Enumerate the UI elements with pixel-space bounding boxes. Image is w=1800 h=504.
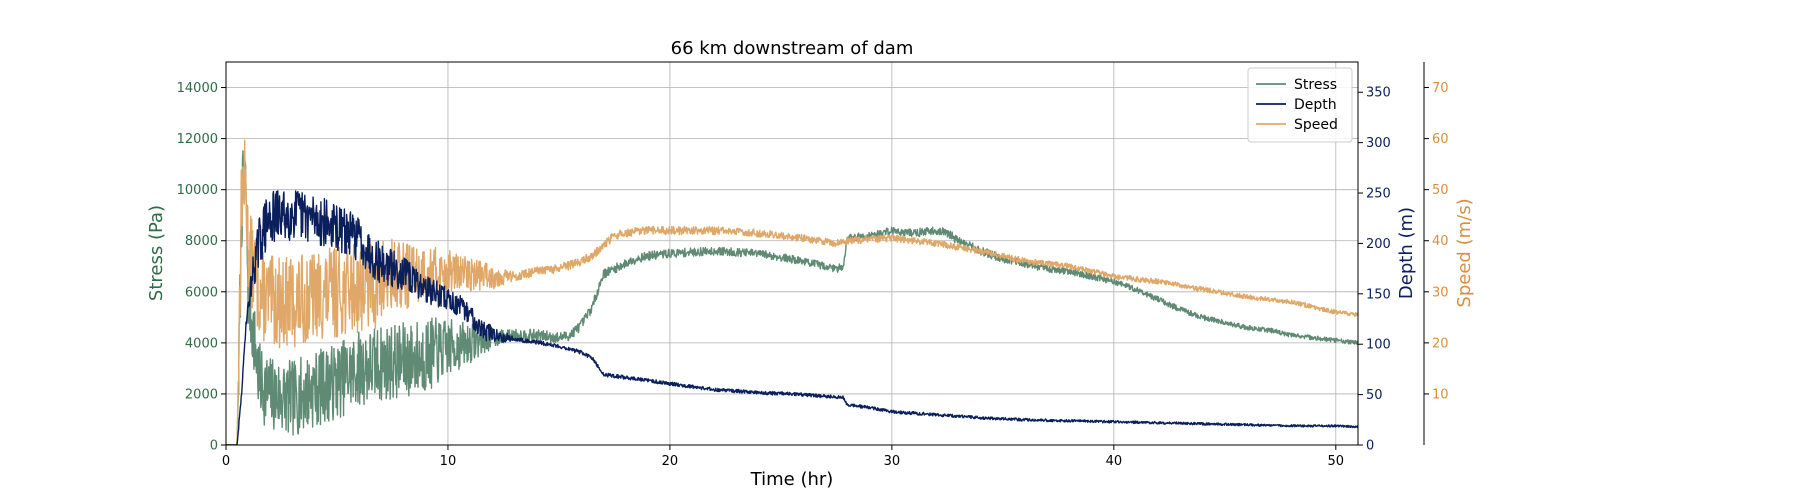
y-depth-tick-label: 200 — [1366, 237, 1391, 252]
y-stress-tick-label: 10000 — [177, 183, 218, 198]
x-tick-label: 30 — [884, 454, 901, 469]
x-tick-label: 0 — [222, 454, 230, 469]
y-speed-tick-label: 70 — [1432, 81, 1449, 96]
x-tick-label: 20 — [662, 454, 679, 469]
series-line-speed — [226, 139, 1358, 445]
y-stress-tick-label: 8000 — [185, 234, 218, 249]
y-speed-tick-label: 50 — [1432, 183, 1449, 198]
y-depth-tick-label: 0 — [1366, 439, 1374, 454]
legend: Stress Depth Speed — [1247, 67, 1353, 143]
chart-title: 66 km downstream of dam — [671, 38, 914, 59]
legend-label-speed: Speed — [1294, 117, 1338, 133]
y-speed-tick-label: 60 — [1432, 132, 1449, 147]
x-axis: 0 10 20 30 40 50 — [222, 445, 1344, 469]
y-axis-depth: 0 50 100 150 200 250 300 350 — [1358, 86, 1391, 454]
y-depth-tick-label: 250 — [1366, 187, 1391, 202]
y-stress-tick-label: 0 — [210, 439, 218, 454]
y-axis-depth-title: Depth (m) — [1396, 207, 1417, 299]
y-depth-tick-label: 350 — [1366, 86, 1391, 101]
y-speed-tick-label: 10 — [1432, 387, 1449, 402]
y-speed-tick-label: 20 — [1432, 336, 1449, 351]
x-axis-title: Time (hr) — [750, 469, 834, 490]
y-depth-tick-label: 100 — [1366, 338, 1391, 353]
series-layer — [226, 139, 1358, 445]
legend-label-stress: Stress — [1294, 77, 1337, 93]
y-depth-tick-label: 50 — [1366, 388, 1383, 403]
y-depth-tick-label: 150 — [1366, 287, 1391, 302]
plot-frame — [225, 61, 1359, 446]
y-stress-tick-label: 2000 — [185, 387, 218, 402]
y-stress-tick-label: 14000 — [177, 81, 218, 96]
y-stress-tick-label: 12000 — [177, 132, 218, 147]
y-axis-speed-title: Speed (m/s) — [1454, 198, 1475, 307]
y-axis-stress-title: Stress (Pa) — [146, 205, 167, 301]
x-tick-label: 40 — [1106, 454, 1123, 469]
gridlines — [225, 62, 1358, 446]
y-speed-tick-label: 40 — [1432, 234, 1449, 249]
y-stress-tick-label: 4000 — [185, 336, 218, 351]
y-axis-speed: 10 20 30 40 50 60 70 — [1423, 62, 1449, 445]
x-tick-label: 10 — [440, 454, 457, 469]
y-speed-tick-label: 30 — [1432, 285, 1449, 300]
legend-label-depth: Depth — [1294, 97, 1337, 113]
series-line-stress — [226, 150, 1358, 445]
x-tick-label: 50 — [1328, 454, 1345, 469]
series-line-depth — [226, 190, 1358, 445]
y-depth-tick-label: 300 — [1366, 136, 1391, 151]
y-stress-tick-label: 6000 — [185, 285, 218, 300]
y-axis-stress: 0 2000 4000 6000 8000 10000 12000 14000 — [177, 81, 226, 454]
